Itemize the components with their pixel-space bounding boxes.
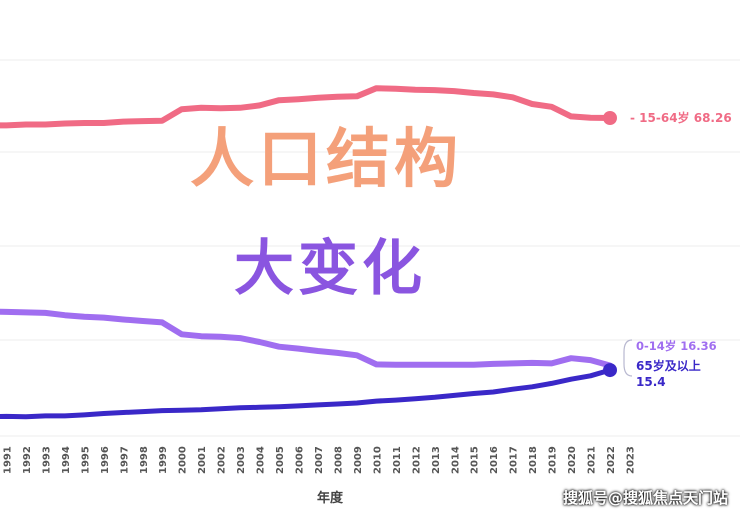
x-tick-label: 2023 xyxy=(626,446,637,474)
series-end-label-0-14: 0-14岁 16.36 xyxy=(636,339,717,353)
x-tick-label: 1998 xyxy=(139,446,150,474)
x-tick-label: 2016 xyxy=(489,446,500,474)
x-tick-label: 2010 xyxy=(372,446,383,474)
x-tick-label: 2000 xyxy=(178,446,189,474)
x-tick-label: 2007 xyxy=(314,446,325,474)
overlay-title-line2: 大变化 xyxy=(234,234,426,304)
series-end-label-65plus-value: 15.4 xyxy=(636,375,666,389)
x-tick-label: 2015 xyxy=(470,446,481,474)
series-end-label-15-64: - 15-64岁 68.26 xyxy=(630,110,732,125)
x-tick-label: 2003 xyxy=(236,446,247,474)
x-tick-label: 2006 xyxy=(295,446,306,474)
x-tick-label: 1993 xyxy=(41,446,52,474)
series-end-dot-15-64 xyxy=(603,110,617,125)
x-tick-label: 1994 xyxy=(61,446,72,474)
x-tick-label: 1995 xyxy=(80,446,91,474)
x-tick-label: 2011 xyxy=(392,446,403,474)
series-lines xyxy=(0,85,617,420)
series-line-1 xyxy=(0,308,613,369)
x-tick-label: 1991 xyxy=(3,446,14,474)
x-tick-label: 2009 xyxy=(353,446,364,474)
x-axis-label: 年度 xyxy=(317,490,344,506)
x-tick-label: 2020 xyxy=(567,446,578,474)
overlay-title-line1: 人口结构 xyxy=(190,123,462,197)
x-tick-label: 2022 xyxy=(606,446,617,474)
x-tick-label: 1996 xyxy=(100,446,111,474)
series-end-label-65plus: 65岁及以上 xyxy=(636,358,701,373)
x-tick-label: 2018 xyxy=(528,446,539,474)
x-tick-label: 2001 xyxy=(197,446,208,474)
x-tick-label: 2017 xyxy=(509,446,520,474)
series-line-2 xyxy=(0,367,613,420)
x-axis-ticks: 1991 1992 1993 1994 1995 1996 1997 1998 1999 2000… xyxy=(3,446,637,474)
grid xyxy=(0,59,740,437)
x-tick-label: 2021 xyxy=(587,446,598,474)
x-tick-label: 2019 xyxy=(548,446,559,474)
x-tick-label: 1997 xyxy=(119,446,130,474)
x-tick-label: 2002 xyxy=(217,446,228,474)
x-tick-label: 2005 xyxy=(275,446,286,474)
series-end-dot-65plus xyxy=(603,363,617,378)
x-tick-label: 2014 xyxy=(450,446,461,474)
x-tick-label: 2004 xyxy=(256,446,267,474)
series-line-0 xyxy=(0,85,613,129)
label-bracket xyxy=(623,339,633,377)
x-tick-label: 1992 xyxy=(22,446,33,474)
end-labels: - 15-64岁 68.26 0-14岁 16.36 65岁及以上 15.4 xyxy=(623,110,732,389)
x-tick-label: 1999 xyxy=(158,446,169,474)
x-tick-label: 2012 xyxy=(411,446,422,474)
watermark: 搜狐号@搜狐焦点天门站 xyxy=(562,489,728,507)
x-tick-label: 2013 xyxy=(431,446,442,474)
x-tick-label: 2008 xyxy=(333,446,344,474)
